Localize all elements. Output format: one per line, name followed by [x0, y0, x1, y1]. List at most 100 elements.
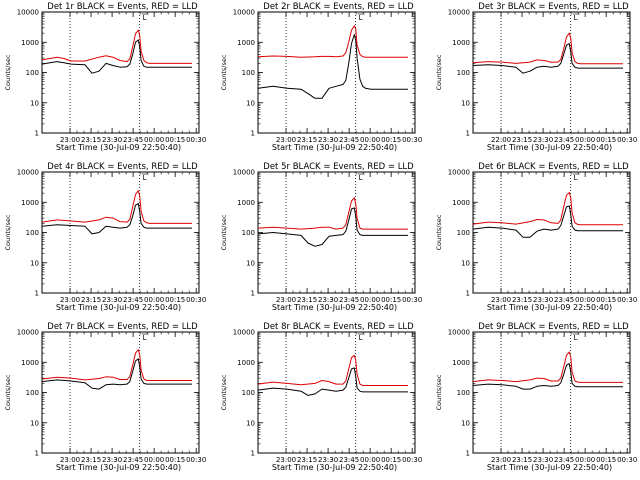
x-tick-label: 22:00: [491, 136, 511, 144]
x-axis-label: Start Time (30-Jul-09 22:50:40): [56, 303, 181, 312]
plot-frame: [257, 11, 416, 134]
x-tick-label: 23:00: [276, 136, 296, 144]
y-tick-label: 1000: [21, 39, 39, 47]
x-tick-label: 23:15: [297, 296, 317, 304]
x-tick-label: 00:30: [617, 456, 637, 464]
x-tick-label: 23:45: [339, 456, 359, 464]
x-tick-label: 00:00: [575, 296, 595, 304]
y-tick-label: 10000: [233, 169, 255, 177]
x-tick-label: 23:45: [339, 136, 359, 144]
plot-frame: [472, 331, 631, 454]
series-group: [42, 190, 192, 235]
x-tick-label: 23:45: [123, 456, 143, 464]
y-axis-label: Counts/sec: [4, 54, 12, 90]
y-tick-label: 10: [30, 259, 39, 267]
y-tick-label: 10: [30, 99, 39, 107]
y-tick-label: 1000: [21, 359, 39, 367]
x-tick-label: 00:30: [402, 136, 422, 144]
y-tick-label: 10: [461, 259, 470, 267]
plot-frame: [472, 11, 631, 134]
x-tick-label: 00:15: [596, 456, 616, 464]
x-axis-label: Start Time (30-Jul-09 22:50:40): [487, 463, 612, 472]
y-tick-label: 100: [242, 229, 255, 237]
y-tick-label: 10000: [233, 9, 255, 17]
marker-label: L: [359, 174, 363, 182]
y-tick-label: 1: [251, 290, 255, 298]
x-tick-label: 23:00: [276, 456, 296, 464]
marker-label: L: [143, 14, 147, 22]
series-lld-line: [473, 32, 623, 65]
y-tick-label: 1: [251, 130, 255, 138]
x-tick-label: 23:45: [123, 136, 143, 144]
x-tick-label: 23:15: [297, 456, 317, 464]
plot-frame: [41, 11, 200, 134]
y-tick-label: 1: [35, 290, 39, 298]
marker-label: L: [574, 174, 578, 182]
x-tick-label: 00:30: [186, 296, 206, 304]
x-tick-label: 23:45: [123, 296, 143, 304]
marker-label: L: [574, 14, 578, 22]
y-tick-label: 10000: [448, 9, 470, 17]
x-tick-label: 23:15: [81, 456, 101, 464]
x-axis-label: Start Time (30-Jul-09 22:50:40): [272, 463, 397, 472]
series-lld-line: [473, 351, 623, 383]
x-tick-label: 23:15: [512, 136, 532, 144]
y-tick-label: 1: [466, 290, 470, 298]
series-events-line: [42, 203, 192, 235]
y-tick-label: 1: [35, 450, 39, 458]
y-tick-label: 1000: [237, 39, 255, 47]
x-tick-label: 00:00: [144, 296, 164, 304]
series-group: [258, 25, 408, 99]
y-tick-label: 100: [242, 389, 255, 397]
y-tick-label: 10: [246, 99, 255, 107]
y-tick-label: 10: [461, 99, 470, 107]
x-tick-label: 00:15: [596, 136, 616, 144]
x-tick-label: 00:15: [165, 136, 185, 144]
marker-label: L: [359, 14, 363, 22]
y-tick-label: 10000: [448, 169, 470, 177]
x-tick-label: 23:00: [60, 296, 80, 304]
chart-title: Det 3r BLACK = Events, RED = LLD: [478, 2, 629, 12]
x-tick-label: 23:00: [60, 456, 80, 464]
chart-panel-1: Det 1r BLACK = Events, RED = LLD 1 10 100 10…: [4, 2, 206, 152]
y-tick-label: 100: [457, 69, 470, 77]
plot-frame: [41, 331, 200, 454]
chart-title: Det 4r BLACK = Events, RED = LLD: [47, 162, 198, 172]
series-events-line: [42, 358, 192, 390]
x-tick-label: 00:00: [360, 296, 380, 304]
chart-title: Det 7r BLACK = Events, RED = LLD: [47, 322, 198, 332]
x-tick-label: 23:00: [276, 296, 296, 304]
x-tick-label: 23:45: [554, 456, 574, 464]
y-tick-label: 100: [26, 229, 39, 237]
series-events-line: [473, 363, 623, 390]
y-axis-label: Counts/sec: [220, 374, 228, 410]
y-tick-label: 10000: [448, 329, 470, 337]
chart-title: Det 1r BLACK = Events, RED = LLD: [47, 2, 198, 12]
y-tick-label: 1000: [237, 199, 255, 207]
x-tick-label: 00:00: [575, 456, 595, 464]
y-axis-label: Counts/sec: [4, 214, 12, 250]
x-tick-label: 23:45: [554, 296, 574, 304]
series-lld-line: [258, 197, 408, 230]
chart-title: Det 2r BLACK = Events, RED = LLD: [263, 2, 414, 12]
y-tick-label: 100: [457, 389, 470, 397]
y-tick-label: 1: [466, 450, 470, 458]
y-tick-label: 100: [457, 229, 470, 237]
y-tick-label: 10: [246, 259, 255, 267]
series-events-line: [473, 205, 623, 238]
x-tick-label: 23:15: [81, 296, 101, 304]
x-tick-label: 23:00: [491, 456, 511, 464]
y-tick-label: 1: [466, 130, 470, 138]
x-tick-label: 00:30: [402, 296, 422, 304]
x-tick-label: 00:15: [381, 296, 401, 304]
y-tick-label: 100: [26, 389, 39, 397]
y-tick-label: 1000: [21, 199, 39, 207]
plot-frame: [41, 171, 200, 294]
chart-panel-2: Det 2r BLACK = Events, RED = LLD 1 10 100 10…: [220, 2, 422, 152]
x-tick-label: 23:30: [533, 136, 553, 144]
series-group: [473, 192, 623, 238]
plot-frame: [257, 331, 416, 454]
x-tick-label: 00:30: [186, 456, 206, 464]
x-tick-label: 23:15: [81, 136, 101, 144]
